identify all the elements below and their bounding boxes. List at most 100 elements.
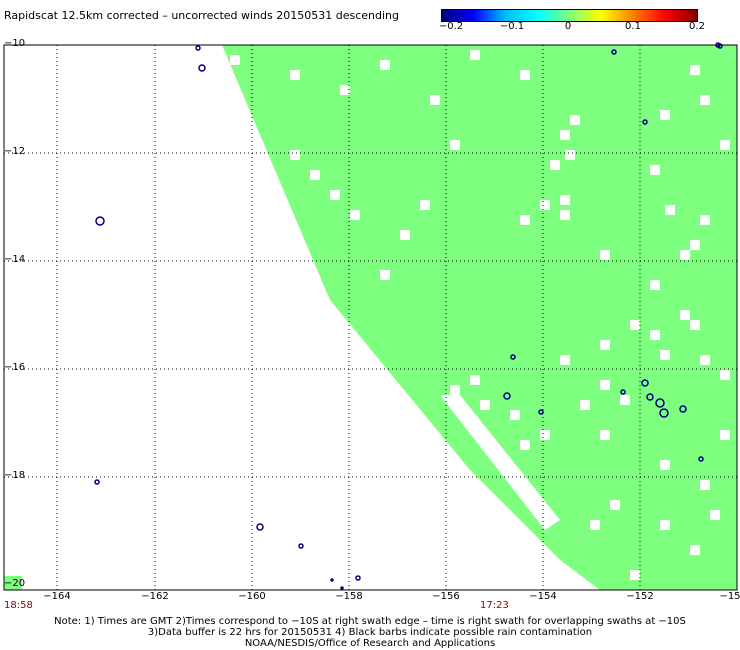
missing-cell	[690, 545, 700, 555]
missing-cell	[310, 170, 320, 180]
island-outline	[195, 45, 201, 51]
missing-cell	[560, 210, 570, 220]
missing-cell	[570, 115, 580, 125]
missing-cell	[230, 55, 240, 65]
colorbar-label-min: −0.2	[438, 21, 464, 32]
lat-label-12s: −12	[4, 146, 26, 157]
missing-cell	[680, 310, 690, 320]
note-line-3: NOAA/NESDIS/Office of Research and Appli…	[244, 638, 496, 649]
island-outline	[298, 543, 304, 549]
island-outline	[355, 575, 361, 581]
missing-cell	[700, 480, 710, 490]
missing-cell	[550, 160, 560, 170]
island-outline	[717, 43, 723, 49]
missing-cell	[700, 95, 710, 105]
island-outline	[95, 216, 105, 226]
note-line-1: Note: 1) Times are GMT 2)Times correspon…	[54, 616, 686, 627]
island-outline	[698, 456, 704, 462]
swath-main	[222, 45, 737, 590]
lon-label-154w: −154	[529, 591, 557, 602]
missing-cell	[600, 380, 610, 390]
lon-label-156w: −156	[432, 591, 460, 602]
lon-label-162w: −162	[141, 591, 169, 602]
missing-cell	[565, 150, 575, 160]
missing-cell	[650, 330, 660, 340]
missing-cell	[520, 215, 530, 225]
note-line-2: 3)Data buffer is 22 hrs for 20150531 4) …	[147, 627, 593, 638]
lon-label-152w: −152	[626, 591, 654, 602]
missing-cell	[720, 140, 730, 150]
missing-cell	[630, 320, 640, 330]
island-outline	[198, 64, 206, 72]
island-outline	[340, 586, 344, 590]
graticule	[4, 45, 737, 590]
map-frame	[3, 44, 738, 591]
missing-cell	[330, 190, 340, 200]
missing-cell	[650, 280, 660, 290]
missing-cell	[480, 400, 490, 410]
missing-cell	[520, 440, 530, 450]
missing-cell	[700, 215, 710, 225]
island-outline	[655, 398, 665, 408]
missing-cell	[450, 140, 460, 150]
missing-cell	[650, 165, 660, 175]
missing-cell	[700, 355, 710, 365]
colorbar-label-max: 0.2	[689, 21, 705, 32]
missing-cell	[710, 510, 720, 520]
missing-cell	[660, 520, 670, 530]
missing-cell	[380, 270, 390, 280]
missing-cell	[290, 70, 300, 80]
lat-label-16s: −16	[4, 362, 26, 373]
lat-label-18s: −18	[4, 470, 26, 481]
lat-label-20s: −20	[4, 578, 26, 589]
island-outline	[94, 479, 100, 485]
island-outline	[646, 393, 654, 401]
lat-label-10s: −10	[4, 38, 26, 49]
swath-data	[4, 45, 737, 590]
missing-cell	[560, 195, 570, 205]
missing-cell	[690, 65, 700, 75]
missing-cell	[690, 240, 700, 250]
missing-cell	[660, 350, 670, 360]
missing-cell	[590, 520, 600, 530]
missing-cell	[600, 340, 610, 350]
island-outline	[659, 408, 669, 418]
island-outline	[641, 379, 649, 387]
island-outline	[330, 578, 334, 582]
missing-cell	[400, 230, 410, 240]
lon-label-150w: −15	[719, 591, 740, 602]
missing-cell	[350, 210, 360, 220]
missing-cell	[580, 400, 590, 410]
island-outline	[538, 409, 544, 415]
island-outline	[503, 392, 511, 400]
missing-cell	[720, 370, 730, 380]
lon-label-158w: −158	[335, 591, 363, 602]
lat-label-14s: −14	[4, 254, 26, 265]
island-outline	[256, 523, 264, 531]
missing-cell	[520, 70, 530, 80]
missing-cell	[420, 200, 430, 210]
missing-cell	[630, 570, 640, 580]
lon-label-160w: −160	[238, 591, 266, 602]
missing-cell	[450, 385, 460, 395]
missing-cell	[290, 150, 300, 160]
missing-cell	[610, 500, 620, 510]
missing-cell	[600, 250, 610, 260]
missing-cell	[470, 50, 480, 60]
missing-cell	[690, 320, 700, 330]
missing-cell	[660, 460, 670, 470]
colorbar-label-zero: 0	[564, 21, 572, 32]
missing-cell	[720, 430, 730, 440]
missing-cell	[510, 410, 520, 420]
missing-cell	[660, 110, 670, 120]
island-outline	[679, 405, 687, 413]
missing-cell	[340, 85, 350, 95]
missing-cell	[540, 200, 550, 210]
island-outline	[642, 119, 648, 125]
time-right: 17:23	[480, 600, 509, 611]
missing-cell	[680, 250, 690, 260]
swath-gap-strip	[440, 395, 560, 530]
colorbar-label-pos: 0.1	[625, 21, 641, 32]
lon-label-164w: −164	[43, 591, 71, 602]
